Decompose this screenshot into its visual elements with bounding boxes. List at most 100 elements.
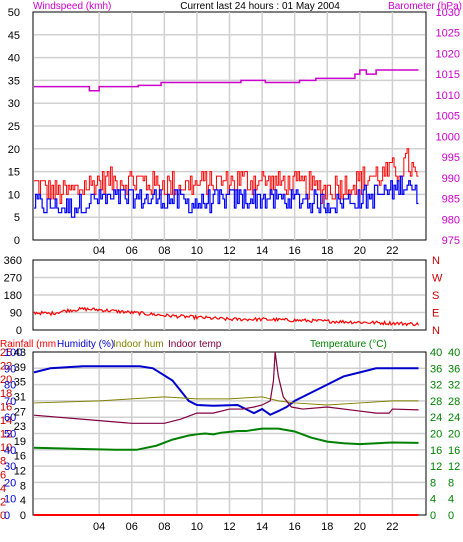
header-center-title: Current last 24 hours : 01 May 2004 xyxy=(180,1,340,12)
right-temp-tick-b: 16 xyxy=(448,445,460,457)
p1-tick-08: 08 xyxy=(158,245,170,257)
rainfall-tick: 8 xyxy=(0,456,6,468)
legend-indoor_temp: Indoor temp xyxy=(168,339,222,350)
rainfall-tick: 14 xyxy=(0,415,12,427)
left-temp-tick: 0 xyxy=(20,510,26,522)
wind-tick: 30 xyxy=(8,98,20,110)
rainfall-tick: 10 xyxy=(0,442,12,454)
direction-compass-tick: S xyxy=(432,290,439,302)
time-axis-1: 04 06 08 10 12 14 16 18 20 22 xyxy=(93,245,398,257)
temp-hum-legend: Rainfall (mm Humidity (%)Indoor hum Indoor… xyxy=(0,339,387,350)
header-right-title: Barometer (hPa) xyxy=(388,1,462,12)
p1-tick-16: 16 xyxy=(289,245,301,257)
panel-wind-direction-series xyxy=(33,306,420,327)
humidity-tick: 0 xyxy=(4,510,10,522)
baro-tick: 1015 xyxy=(436,69,460,81)
wind-avg-line xyxy=(34,175,419,218)
rainfall-tick: 0 xyxy=(0,510,6,522)
p3-tick-06: 06 xyxy=(126,521,138,533)
humidity-tick: 100 xyxy=(4,347,22,359)
right-temp-tick-a: 36 xyxy=(430,363,442,375)
p3-tick-22: 22 xyxy=(386,521,398,533)
baro-tick: 1000 xyxy=(436,131,460,143)
temp-hum-axes: 0246810121416182022250102030405060708090… xyxy=(0,347,460,522)
left-temp-tick: 16 xyxy=(14,451,26,463)
rainfall-tick: 4 xyxy=(0,483,6,495)
rainfall-tick: 6 xyxy=(0,469,6,481)
p3-tick-08: 08 xyxy=(158,521,170,533)
left-temp-tick: 4 xyxy=(20,495,26,507)
rainfall-tick: 20 xyxy=(0,374,12,386)
rainfall-tick: 12 xyxy=(0,429,12,441)
wind-tick: 10 xyxy=(8,189,20,201)
right-temp-tick-b: 12 xyxy=(448,461,460,473)
humidity-line xyxy=(33,365,419,416)
rainfall-tick: 22 xyxy=(0,361,12,373)
panel-temp-hum: 0246810121416182022250102030405060708090… xyxy=(0,339,460,533)
direction-degree-tick: 180 xyxy=(4,290,22,302)
right-temp-tick-a: 24 xyxy=(430,412,442,424)
humidity-tick: 20 xyxy=(4,477,16,489)
left-temp-tick: 23 xyxy=(14,421,26,433)
p3-tick-14: 14 xyxy=(256,521,268,533)
p3-tick-16: 16 xyxy=(289,521,301,533)
wind-tick: 5 xyxy=(14,212,20,224)
p3-tick-18: 18 xyxy=(321,521,333,533)
left-temp-tick: 12 xyxy=(14,466,26,478)
right-temp-tick-a: 28 xyxy=(430,396,442,408)
right-temp-tick-b: 8 xyxy=(448,477,454,489)
p1-tick-14: 14 xyxy=(256,245,268,257)
legend-indoor_hum: Indoor hum xyxy=(113,339,164,350)
right-temp-tick-b: 24 xyxy=(448,412,460,424)
header-left-title: Windspeed (kmh) xyxy=(33,1,111,12)
baro-tick: 975 xyxy=(442,235,460,247)
right-temp-tick-a: 4 xyxy=(430,494,436,506)
right-temp-tick-b: 20 xyxy=(448,429,460,441)
direction-compass-tick: W xyxy=(432,273,443,285)
humidity-tick: 80 xyxy=(4,380,16,392)
humidity-tick: 10 xyxy=(4,494,16,506)
direction-compass-tick: N xyxy=(432,255,440,267)
wind-tick: 15 xyxy=(8,167,20,179)
p1-tick-18: 18 xyxy=(321,245,333,257)
p1-tick-22: 22 xyxy=(386,245,398,257)
panel-temp-hum-series xyxy=(33,351,419,516)
left-temp-tick: 8 xyxy=(20,480,26,492)
left-temp-tick: 35 xyxy=(14,377,26,389)
left-temp-tick: 19 xyxy=(14,436,26,448)
rainfall-tick: 25 xyxy=(0,347,12,359)
panel-wind-baro-series xyxy=(34,69,419,218)
humidity-tick: 60 xyxy=(4,412,16,424)
time-axis-3: 04 06 08 10 12 14 16 18 20 22 xyxy=(93,521,398,533)
right-temp-tick-a: 8 xyxy=(430,477,436,489)
p1-tick-12: 12 xyxy=(223,245,235,257)
p3-tick-20: 20 xyxy=(354,521,366,533)
p3-tick-10: 10 xyxy=(191,521,203,533)
baro-tick: 1020 xyxy=(436,48,460,60)
left-temp-tick: 43 xyxy=(14,347,26,359)
baro-tick: 1005 xyxy=(436,111,460,123)
baro-tick: 990 xyxy=(442,173,460,185)
baro-tick: 1010 xyxy=(436,90,460,102)
p1-tick-04: 04 xyxy=(93,245,105,257)
rainfall-tick: 16 xyxy=(0,401,12,413)
p3-tick-04: 04 xyxy=(93,521,105,533)
wind-tick: 45 xyxy=(8,30,20,42)
right-temp-tick-b: 4 xyxy=(448,494,454,506)
barometer-line xyxy=(34,69,419,92)
right-temp-tick-b: 0 xyxy=(448,510,454,522)
right-temp-tick-b: 40 xyxy=(448,347,460,359)
indoor_temp-line xyxy=(33,351,419,424)
temperature-line xyxy=(33,427,419,451)
wind-tick: 35 xyxy=(8,75,20,87)
panel-temp-hum-grid xyxy=(34,352,425,515)
humidity-tick: 90 xyxy=(4,363,16,375)
left-temp-tick: 27 xyxy=(14,406,26,418)
baro-axis: 975 980 985 990 995 1000 1005 1010 1015 1020 1025 1… xyxy=(436,7,460,247)
legend-humidity: Humidity (%) xyxy=(57,339,114,350)
direction-degree-tick: 360 xyxy=(4,255,22,267)
